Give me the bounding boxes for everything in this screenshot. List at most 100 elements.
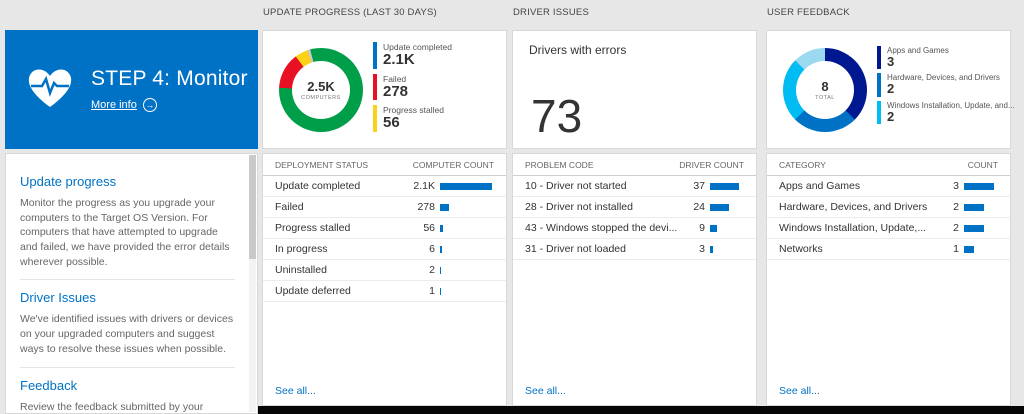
bottom-cutoff-bar (258, 406, 1024, 414)
row-bar-zone (964, 224, 998, 232)
table-row[interactable]: 28 - Driver not installed 24 (513, 197, 756, 218)
update-progress-chart-card: 2.5K COMPUTERS Update completed 2.1K Fai… (262, 30, 507, 149)
row-bar-zone (964, 245, 998, 253)
row-bar (440, 245, 442, 253)
table-header: PROBLEM CODE DRIVER COUNT (513, 154, 756, 176)
column-header-deployment-status: DEPLOYMENT STATUS (275, 159, 369, 170)
column-header-problem-code: PROBLEM CODE (525, 159, 594, 170)
table-row[interactable]: Uninstalled 2 (263, 260, 506, 281)
table-row[interactable]: Failed 278 (263, 197, 506, 218)
legend-value: 3 (887, 54, 895, 69)
legend-value: 56 (383, 114, 400, 131)
legend-value: 2.1K (383, 51, 415, 68)
row-label: Windows Installation, Update,... (779, 222, 927, 234)
table-row[interactable]: Hardware, Devices, and Drivers 2 (767, 197, 1010, 218)
more-info-link[interactable]: More info (91, 99, 137, 111)
user-feedback-donut-chart[interactable]: 8 TOTAL (783, 48, 867, 132)
row-label: Hardware, Devices, and Drivers (779, 201, 928, 213)
row-value: 1 (953, 243, 959, 255)
row-bar (710, 203, 729, 211)
more-info-row: More info → (91, 98, 248, 112)
row-value: 3 (953, 180, 959, 192)
scrollbar-track[interactable] (249, 155, 256, 412)
row-bar-zone (710, 224, 744, 232)
row-value: 9 (699, 222, 705, 234)
legend-item: Progress stalled 56 (373, 105, 452, 132)
legend-marker (877, 73, 881, 97)
legend-label: Update completed (383, 42, 452, 52)
table-row[interactable]: Progress stalled 56 (263, 218, 506, 239)
legend-value: 2 (887, 81, 895, 97)
legend-item: Windows Installation, Update, and... 2 (877, 100, 1015, 124)
row-bar (710, 224, 717, 232)
row-bar (440, 203, 449, 211)
legend-label: Failed (383, 73, 407, 84)
row-label: Progress stalled (275, 222, 351, 234)
row-label: 10 - Driver not started (525, 180, 627, 192)
row-label: 43 - Windows stopped the devi... (525, 222, 678, 234)
row-bar-zone (710, 203, 744, 211)
drivers-with-errors-card: Drivers with errors 73 (512, 30, 757, 149)
step-tile-text: STEP 4: Monitor More info → (91, 67, 248, 112)
row-label: 28 - Driver not installed (525, 201, 633, 213)
legend-marker (373, 42, 377, 69)
row-label: Update deferred (275, 285, 351, 297)
row-bar (440, 224, 443, 232)
donut-center-label: COMPUTERS (301, 95, 341, 101)
legend-item: Hardware, Devices, and Drivers 2 (877, 73, 1015, 97)
feedback-category-table-card: CATEGORY COUNT Apps and Games 3 Hardware… (766, 153, 1011, 406)
see-all-link[interactable]: See all... (275, 385, 316, 397)
row-label: Apps and Games (779, 180, 861, 192)
section-body: Review the feedback submitted by your em… (20, 400, 204, 413)
row-label: 31 - Driver not loaded (525, 243, 626, 255)
section-heading: Driver Issues (20, 290, 96, 306)
legend-item: Apps and Games 3 (877, 46, 1015, 70)
row-value: 278 (417, 201, 435, 213)
arrow-right-circle-icon[interactable]: → (142, 98, 157, 112)
scrollbar-thumb[interactable] (249, 155, 256, 259)
see-all-link[interactable]: See all... (525, 385, 566, 397)
row-value: 56 (423, 222, 435, 234)
update-progress-donut-chart[interactable]: 2.5K COMPUTERS (279, 48, 363, 132)
table-row[interactable]: Windows Installation, Update,... 2 (767, 218, 1010, 239)
table-header: CATEGORY COUNT (767, 154, 1010, 176)
user-feedback-chart-card: 8 TOTAL Apps and Games 3 Hardware, Devic… (766, 30, 1015, 149)
row-bar-zone (964, 182, 998, 190)
step-description-card: Update progress Monitor the progress as … (5, 153, 258, 414)
row-bar (964, 245, 974, 253)
row-value: 2 (953, 222, 959, 234)
table-row[interactable]: Update completed 2.1K (263, 176, 506, 197)
table-row[interactable]: In progress 6 (263, 239, 506, 260)
column-header-computer-count: COMPUTER COUNT (412, 159, 494, 170)
table-row[interactable]: Update deferred 1 (263, 281, 506, 302)
section-update-progress: Update progress Monitor the progress as … (20, 164, 235, 281)
row-label: Failed (275, 201, 304, 213)
see-all-link[interactable]: See all... (779, 385, 820, 397)
heart-pulse-icon (23, 63, 77, 116)
table-row[interactable]: 43 - Windows stopped the devi... 9 (513, 218, 756, 239)
user-feedback-legend: Apps and Games 3 Hardware, Devices, and … (877, 46, 1015, 124)
row-label: In progress (275, 243, 328, 255)
row-bar (964, 203, 984, 211)
step-4-monitor-tile[interactable]: STEP 4: Monitor More info → (5, 30, 258, 149)
table-row[interactable]: Networks 1 (767, 239, 1010, 260)
legend-marker (877, 46, 881, 70)
row-bar-zone (440, 245, 494, 253)
legend-label: Windows Installation, Update, and... (887, 100, 1015, 110)
row-value: 24 (693, 201, 705, 213)
table-row[interactable]: 31 - Driver not loaded 3 (513, 239, 756, 260)
row-bar (964, 182, 994, 190)
update-progress-header: UPDATE PROGRESS (LAST 30 DAYS) (263, 7, 437, 18)
table-row[interactable]: 10 - Driver not started 37 (513, 176, 756, 197)
row-bar (964, 224, 984, 232)
drivers-error-count[interactable]: 73 (531, 90, 583, 142)
row-bar (710, 245, 713, 253)
legend-value: 2 (887, 108, 895, 124)
table-row[interactable]: Apps and Games 3 (767, 176, 1010, 197)
row-bar (440, 182, 492, 190)
donut-center: 8 TOTAL (796, 61, 854, 119)
drivers-card-title: Drivers with errors (529, 43, 627, 57)
donut-center-value: 2.5K (307, 79, 335, 94)
column-header-category: CATEGORY (779, 159, 826, 170)
row-bar-zone (964, 203, 998, 211)
